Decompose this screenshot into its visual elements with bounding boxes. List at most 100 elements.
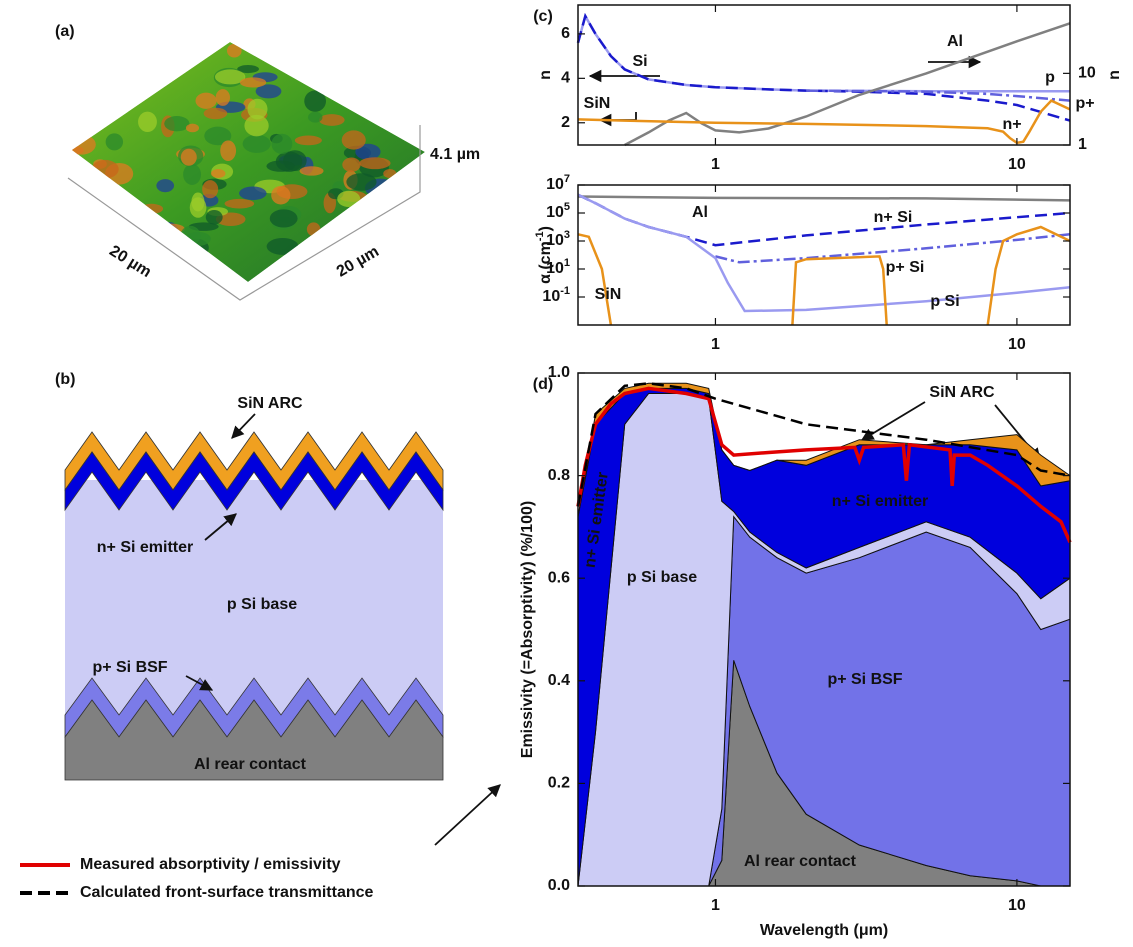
surface-bump [299,166,324,176]
surface-bump [337,190,361,207]
legend-label: Measured absorptivity / emissivity [80,856,341,873]
surface-bump [355,143,381,160]
surface-bump [222,271,240,282]
y-tick-label: 0.8 [548,467,570,484]
series-label: SiN [584,95,611,112]
series-label: SiN [595,286,622,303]
surface-bump [180,148,197,166]
surface-bump [319,114,345,126]
surface-bump [255,84,282,99]
surface-bump [239,77,267,88]
surface-axes [67,125,421,301]
panel-label: (c) [533,8,553,25]
x-tick-label: 10 [1008,336,1026,353]
y-tick-label: 0.2 [548,775,570,792]
y2-tick-label: 10 [1078,65,1096,82]
surface-bump [271,133,293,155]
surface-bump [242,134,271,153]
y-size: 20 µm [334,243,382,281]
x-tick-label: 1 [711,156,720,173]
surface-bump [239,186,267,201]
y-axis-label: n [537,70,554,80]
series-line [577,99,1071,145]
surface-bump [346,173,377,191]
series-label: p [1045,69,1055,86]
layer-label: Al rear contact [194,756,307,773]
series-label: n+ Si [874,209,913,226]
y2-tick-label: 1 [1078,136,1087,153]
series-label: p+ Si BSF [827,671,902,688]
arrow [185,675,214,691]
surface-bump [215,212,246,227]
surface-bump [271,185,291,205]
surface-bump [237,65,259,74]
surface-bump [153,223,185,235]
surface-bump [224,198,255,209]
surface-bump [208,266,227,278]
y-tick-label: 103 [546,229,570,249]
arrow [860,401,926,441]
series-label: n+ Si emitter [832,493,928,510]
series-label: p Si base [627,569,697,586]
surface-bump [244,114,269,137]
y-tick-label: 1.0 [548,364,570,381]
cell-diagram [64,431,444,781]
plot-frame [577,372,1071,887]
y-tick-label: 107 [546,173,570,193]
y-tick-label: 2 [561,114,570,131]
x-axis-label: Wavelength (μm) [760,922,888,939]
surface-bump [342,157,361,172]
surface-bump [294,135,322,146]
y-tick-label: 0.4 [548,672,570,689]
surface-base [72,42,425,282]
surface-bump [105,133,124,151]
surface-bump [202,180,219,199]
surface-bump [205,210,223,225]
surface-bump [226,43,242,58]
surface-bump [156,179,175,193]
surface-bump [183,163,202,185]
y-tick-label: 6 [561,25,570,42]
x-tick-label: 10 [1008,156,1026,173]
series-line [577,195,1071,202]
plot-frame [577,184,1071,326]
surface-bump [185,123,200,133]
y-axis-label: α (cm-1) [534,226,554,284]
chart [577,193,1071,326]
surface-bump [304,90,327,112]
layer-label: p+ Si BSF [92,659,167,676]
series-label: SiN ARC [929,384,995,401]
surface-bump [266,237,299,255]
series-label: p+ [1075,95,1094,112]
y-tick-label: 10-1 [542,285,570,305]
series-label: n+ [1002,116,1021,133]
y-axis-label: Emissivity (=Absorptivity) (%/100) [519,501,536,758]
emitter-layer [64,451,444,512]
surface-bump [91,159,119,179]
annotation: Si [632,53,647,70]
plot-frame [577,4,1071,146]
surface-bump [215,89,231,106]
surface-bump [383,169,397,179]
surface-bump [211,169,226,178]
layer-label: n+ Si emitter [97,539,193,556]
surface-bump [195,92,217,109]
arrow [204,513,237,541]
axis-arrow [598,112,637,127]
y-tick-label: 105 [546,201,570,221]
surface-bump [359,157,391,170]
series-label: p+ Si [886,259,925,276]
series-line [576,12,1071,122]
panel-label: (a) [55,23,75,40]
surface-bump [138,111,157,132]
series-label: Al [947,33,963,50]
surface-bump [269,209,298,228]
surface-bump [308,111,323,123]
y-tick-label: 0.6 [548,569,570,586]
surface-bump [185,231,211,246]
surface-bump [247,98,268,120]
surface-bump [164,116,190,132]
chart [576,382,1072,887]
